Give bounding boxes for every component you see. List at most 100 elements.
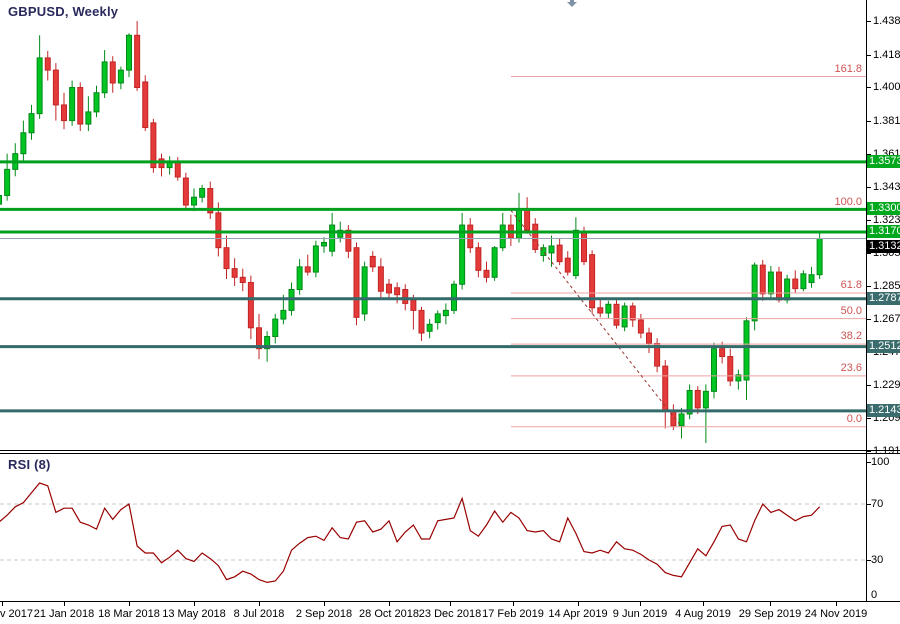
candle-body bbox=[808, 274, 815, 284]
candle-body bbox=[483, 269, 490, 278]
candle-body bbox=[524, 208, 531, 231]
rsi-axis-label: 70 bbox=[871, 498, 884, 510]
candle-body bbox=[694, 389, 701, 409]
candle-body bbox=[69, 87, 76, 122]
price-axis-label: 1.26715 bbox=[873, 312, 900, 325]
date-axis-label: 21 Jan 2018 bbox=[33, 608, 95, 620]
candle-body bbox=[426, 323, 433, 332]
date-axis-tick bbox=[703, 602, 704, 606]
rsi-indicator-panel[interactable] bbox=[0, 454, 866, 601]
fib-level-label: 0.0 bbox=[846, 412, 862, 425]
price-axis-tick bbox=[866, 384, 871, 386]
candle-body bbox=[312, 245, 319, 273]
candle-body bbox=[44, 57, 51, 71]
candle-body bbox=[410, 299, 417, 311]
rsi-axis-label: 100 bbox=[871, 456, 890, 468]
price-level-badge: 1.25120 bbox=[867, 339, 900, 353]
date-axis-tick bbox=[836, 602, 837, 606]
candle-body bbox=[564, 257, 571, 273]
candle-body bbox=[150, 122, 157, 169]
candle-body bbox=[776, 271, 782, 301]
date-axis-label: 2 Sep 2018 bbox=[295, 608, 353, 620]
candle-body bbox=[418, 309, 425, 334]
price-axis-tick bbox=[866, 87, 871, 89]
date-axis-tick bbox=[194, 602, 195, 606]
candlestick-chart[interactable] bbox=[0, 0, 866, 452]
candle-body bbox=[800, 273, 807, 290]
candle-body bbox=[556, 244, 563, 263]
candle-body bbox=[280, 309, 287, 320]
candle-body bbox=[321, 241, 327, 247]
candle-body bbox=[126, 34, 132, 71]
candle-body bbox=[442, 309, 449, 317]
candle-body bbox=[792, 278, 799, 290]
price-level-badge: 1.33000 bbox=[867, 202, 900, 216]
date-axis-tick bbox=[389, 602, 390, 606]
candle-body bbox=[637, 319, 644, 334]
date-axis-tick bbox=[324, 602, 325, 606]
date-axis-tick bbox=[770, 602, 771, 606]
candle-body bbox=[475, 247, 482, 271]
candle-body bbox=[386, 283, 392, 294]
fib-level-label: 161.8 bbox=[834, 62, 862, 75]
candle-body bbox=[719, 348, 726, 358]
candle-body bbox=[247, 282, 254, 329]
candle-body bbox=[377, 266, 384, 292]
price-level-badge: 1.31700 bbox=[867, 225, 900, 239]
price-axis-label: 1.41895 bbox=[873, 48, 900, 61]
price-axis-label: 1.32380 bbox=[873, 214, 900, 227]
candle-body bbox=[199, 188, 206, 198]
candle-body bbox=[646, 332, 652, 344]
date-axis-tick bbox=[450, 602, 451, 606]
candle-body bbox=[304, 266, 311, 273]
candle-body bbox=[337, 229, 344, 238]
candle-body bbox=[296, 266, 303, 290]
candle-body bbox=[93, 92, 100, 113]
candle-body bbox=[20, 132, 27, 155]
rsi-axis-tick bbox=[866, 462, 871, 463]
date-axis-label: 13 May 2018 bbox=[162, 608, 226, 620]
date-axis[interactable]: v 2017 21 Jan 2018 18 Mar 2018 13 May 2018 8… bbox=[0, 602, 900, 624]
rsi-axis-tick bbox=[866, 560, 871, 561]
rsi-panel-bottom-border bbox=[0, 601, 900, 602]
candle-body bbox=[345, 229, 352, 252]
candle-body bbox=[36, 57, 43, 115]
candle-body bbox=[459, 224, 466, 285]
candle-body bbox=[735, 374, 742, 382]
date-axis-tick bbox=[640, 602, 641, 606]
date-axis-tick bbox=[2, 602, 3, 606]
price-level-badge: 1.21430 bbox=[867, 403, 900, 417]
candle-body bbox=[223, 247, 230, 270]
date-axis-label: 28 Oct 2018 bbox=[359, 608, 419, 620]
price-axis-label: 1.40025 bbox=[873, 81, 900, 94]
price-axis-tick bbox=[866, 186, 871, 188]
panel-separator-line-2 bbox=[0, 453, 900, 454]
rsi-line-chart[interactable] bbox=[0, 454, 866, 602]
price-chart-panel[interactable] bbox=[0, 0, 866, 452]
candle-body bbox=[109, 61, 116, 84]
date-axis-tick bbox=[259, 602, 260, 606]
price-axis-tick bbox=[866, 120, 871, 122]
candle-body bbox=[361, 266, 368, 315]
price-axis-label: 1.38100 bbox=[873, 114, 900, 127]
candle-body bbox=[85, 111, 92, 125]
price-axis-tick bbox=[866, 286, 871, 288]
candle-body bbox=[702, 390, 709, 409]
candle-body bbox=[231, 268, 238, 278]
candle-body bbox=[597, 307, 604, 314]
price-axis-line bbox=[866, 0, 867, 601]
candle-body bbox=[532, 223, 539, 250]
price-axis-label: 1.43820 bbox=[873, 15, 900, 27]
candle-body bbox=[759, 264, 766, 295]
candle-body bbox=[28, 113, 35, 134]
candle-body bbox=[52, 69, 59, 106]
candle-body bbox=[369, 255, 376, 268]
candle-body bbox=[654, 342, 661, 367]
date-axis-tick bbox=[578, 602, 579, 606]
panel-separator-line bbox=[0, 450, 900, 451]
date-axis-label: 24 Nov 2019 bbox=[804, 608, 868, 620]
fib-level-label: 38.2 bbox=[840, 330, 862, 343]
candle-body bbox=[572, 229, 579, 277]
price-axis-label: 1.19125 bbox=[873, 444, 900, 457]
date-axis-tick bbox=[64, 602, 65, 606]
